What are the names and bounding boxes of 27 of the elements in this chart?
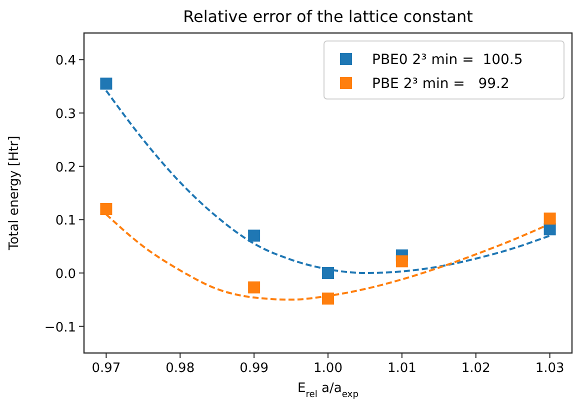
x-tick-label: 0.98 xyxy=(166,361,195,376)
x-tick-label: 1.00 xyxy=(314,361,342,376)
chart-title: Relative error of the lattice constant xyxy=(183,7,473,26)
y-tick-label: 0.3 xyxy=(55,107,76,122)
x-tick-label: 1.02 xyxy=(461,361,490,376)
x-tick-label: 0.99 xyxy=(240,361,269,376)
point xyxy=(100,203,112,215)
point xyxy=(248,281,260,294)
y-axis-title: Total energy [Htr] xyxy=(7,136,22,252)
point xyxy=(544,223,556,236)
y-tick-label: −0.1 xyxy=(44,320,76,336)
point xyxy=(248,230,260,242)
x-tick-label: 0.97 xyxy=(92,361,121,376)
y-tick-label: 0.4 xyxy=(55,54,76,69)
y-tick-label: 0.1 xyxy=(55,214,76,229)
point xyxy=(396,255,408,268)
legend-label: PBE 2³ min = 99.2 xyxy=(372,76,510,92)
point xyxy=(322,292,334,305)
legend-label: PBE0 2³ min = 100.5 xyxy=(372,52,523,68)
y-tick-label: 0.0 xyxy=(55,267,76,282)
y-tick-label: 0.2 xyxy=(55,160,76,176)
point xyxy=(322,267,334,279)
x-tick-label: 1.01 xyxy=(387,361,416,376)
x-axis-title: E$_{rel}$ a/a$_{exp}$ xyxy=(298,381,359,400)
point xyxy=(544,212,556,225)
x-tick-label: 1.03 xyxy=(535,361,564,376)
point xyxy=(100,78,112,90)
